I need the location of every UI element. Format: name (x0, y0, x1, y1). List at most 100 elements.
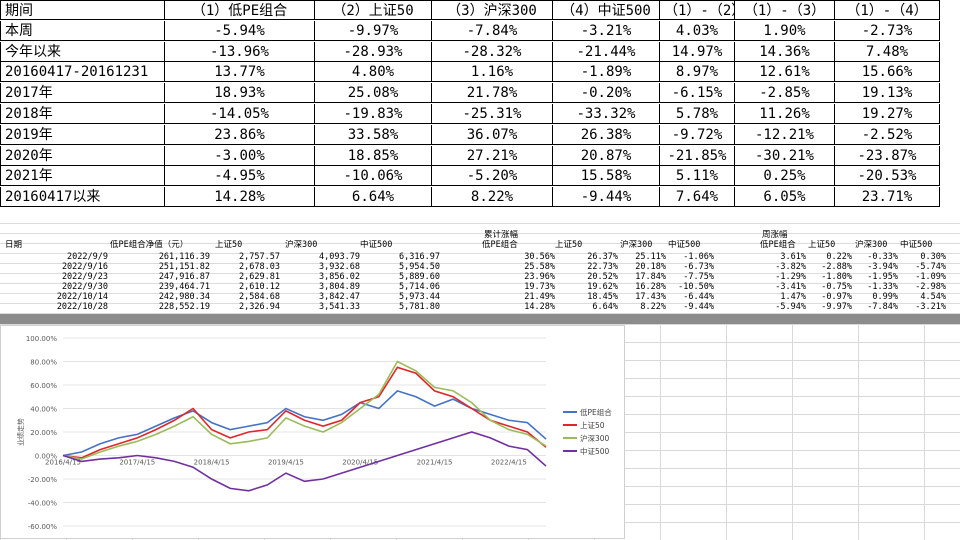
cell: 5,954.50 (399, 262, 440, 272)
cell: 2,610.12 (239, 282, 280, 292)
header-cell: 沪深300 (285, 240, 318, 250)
cell: -13.96% (165, 41, 315, 62)
cell: 14.97% (660, 41, 735, 62)
cell: 3.61% (780, 252, 806, 262)
header-cell: 中证500 (668, 240, 701, 250)
cell: 251,151.82 (158, 262, 210, 272)
cell: 0.22% (826, 252, 852, 262)
cell: 5,714.06 (399, 282, 440, 292)
cell: -9.44% (553, 187, 660, 208)
cell: -0.97% (821, 292, 852, 302)
y-tick-label: -40.00% (28, 500, 58, 508)
cell: 20.52% (587, 272, 618, 282)
legend-label: 沪深300 (580, 433, 610, 443)
cell: -1.29% (775, 272, 806, 282)
cell: 2022/9/9 (67, 252, 108, 262)
group-header: 周涨幅 (762, 230, 788, 240)
cell: 5.11% (660, 166, 735, 187)
cell: 21.49% (524, 292, 555, 302)
y-tick-label: 100.00% (26, 335, 57, 343)
cell: -1.80% (821, 272, 852, 282)
cell: 36.07% (432, 124, 553, 145)
cell: 20.87% (553, 145, 660, 166)
cell: -9.97% (315, 20, 432, 41)
cell: 2022/10/28 (56, 302, 108, 312)
cell: -1.89% (553, 62, 660, 83)
cell: 30.56% (524, 252, 555, 262)
cell: 4.54% (920, 292, 946, 302)
cell: 0.30% (920, 252, 946, 262)
series-line (62, 389, 547, 457)
group-header: 累计涨幅 (484, 230, 519, 240)
cell: -7.84% (867, 302, 898, 312)
header-cell: （1）-（2） (660, 0, 735, 20)
cell: -28.32% (432, 41, 553, 62)
cell: 5,973.44 (399, 292, 440, 302)
cell: 2022/9/16 (61, 262, 108, 272)
header-cell: 期间 (0, 0, 165, 20)
cell: -3.00% (165, 145, 315, 166)
cell: 16.28% (635, 282, 666, 292)
cell: 2,678.03 (239, 262, 280, 272)
divider (0, 314, 960, 324)
cell: 13.77% (165, 62, 315, 83)
cell: 33.58% (315, 124, 432, 145)
cell: 21.78% (432, 83, 553, 104)
cell: 3,541.33 (319, 302, 360, 312)
cell: 23.96% (524, 272, 555, 282)
x-tick-label: 2018/4/15 (194, 459, 230, 467)
cell: 25.08% (315, 83, 432, 104)
x-tick-label: 2017/4/15 (119, 459, 155, 467)
cell: -1.09% (915, 272, 946, 282)
cell: 4.03% (660, 20, 735, 41)
cell: -10.50% (678, 282, 714, 292)
cell: 2020年 (0, 145, 165, 166)
x-tick-label: 2022/4/15 (491, 459, 527, 467)
header-cell: （3）沪深300 (432, 0, 553, 20)
cell: 26.37% (587, 252, 618, 262)
series-line (62, 431, 547, 492)
cell: 2022/9/23 (61, 272, 108, 282)
header-cell: （2）上证50 (315, 0, 432, 20)
header-cell: 中证500 (360, 240, 393, 250)
cell: -0.75% (821, 282, 852, 292)
cell: -0.20% (553, 83, 660, 104)
cell: 5.78% (660, 104, 735, 124)
cell: -5.74% (915, 262, 946, 272)
cell: 23.71% (835, 187, 940, 208)
header-cell: 上证50 (555, 240, 583, 250)
cell: 25.58% (524, 262, 555, 272)
cell: 12.61% (735, 62, 835, 83)
cell: 2018年 (0, 104, 165, 124)
cell: -3.21% (553, 20, 660, 41)
chart: -60.00% -40.00% -20.00% 0.00% 20.00% 40.00% 60… (0, 325, 625, 539)
cell: -12.21% (735, 124, 835, 145)
cell: 22.73% (587, 262, 618, 272)
cell: -21.85% (660, 145, 735, 166)
cell: -30.21% (735, 145, 835, 166)
cell: -4.95% (165, 166, 315, 187)
cell: 261,116.39 (158, 252, 210, 262)
cell: -6.73% (683, 262, 714, 272)
cell: 3,856.02 (319, 272, 360, 282)
cell: -10.06% (315, 166, 432, 187)
x-tick-label: 2016/4/15 (45, 459, 81, 467)
cell: -6.44% (683, 292, 714, 302)
header-cell: （4）中证500 (553, 0, 660, 20)
cell: -28.93% (315, 41, 432, 62)
cell: 6.05% (735, 187, 835, 208)
cell: 6,316.97 (399, 252, 440, 262)
cell: 14.36% (735, 41, 835, 62)
y-tick-label: -60.00% (28, 523, 58, 531)
cell: -20.53% (835, 166, 940, 187)
cell: 19.13% (835, 83, 940, 104)
cell: 26.38% (553, 124, 660, 145)
y-tick-label: 20.00% (30, 429, 57, 437)
cell: 7.48% (835, 41, 940, 62)
cell: 18.85% (315, 145, 432, 166)
cell: 2,629.81 (239, 272, 280, 282)
summary-table: 期间（1）低PE组合（2）上证50（3）沪深300（4）中证500（1）-（2）… (0, 0, 940, 208)
legend-label: 低PE组合 (580, 407, 612, 417)
cell: -19.83% (315, 104, 432, 124)
cell: 14.28% (165, 187, 315, 208)
